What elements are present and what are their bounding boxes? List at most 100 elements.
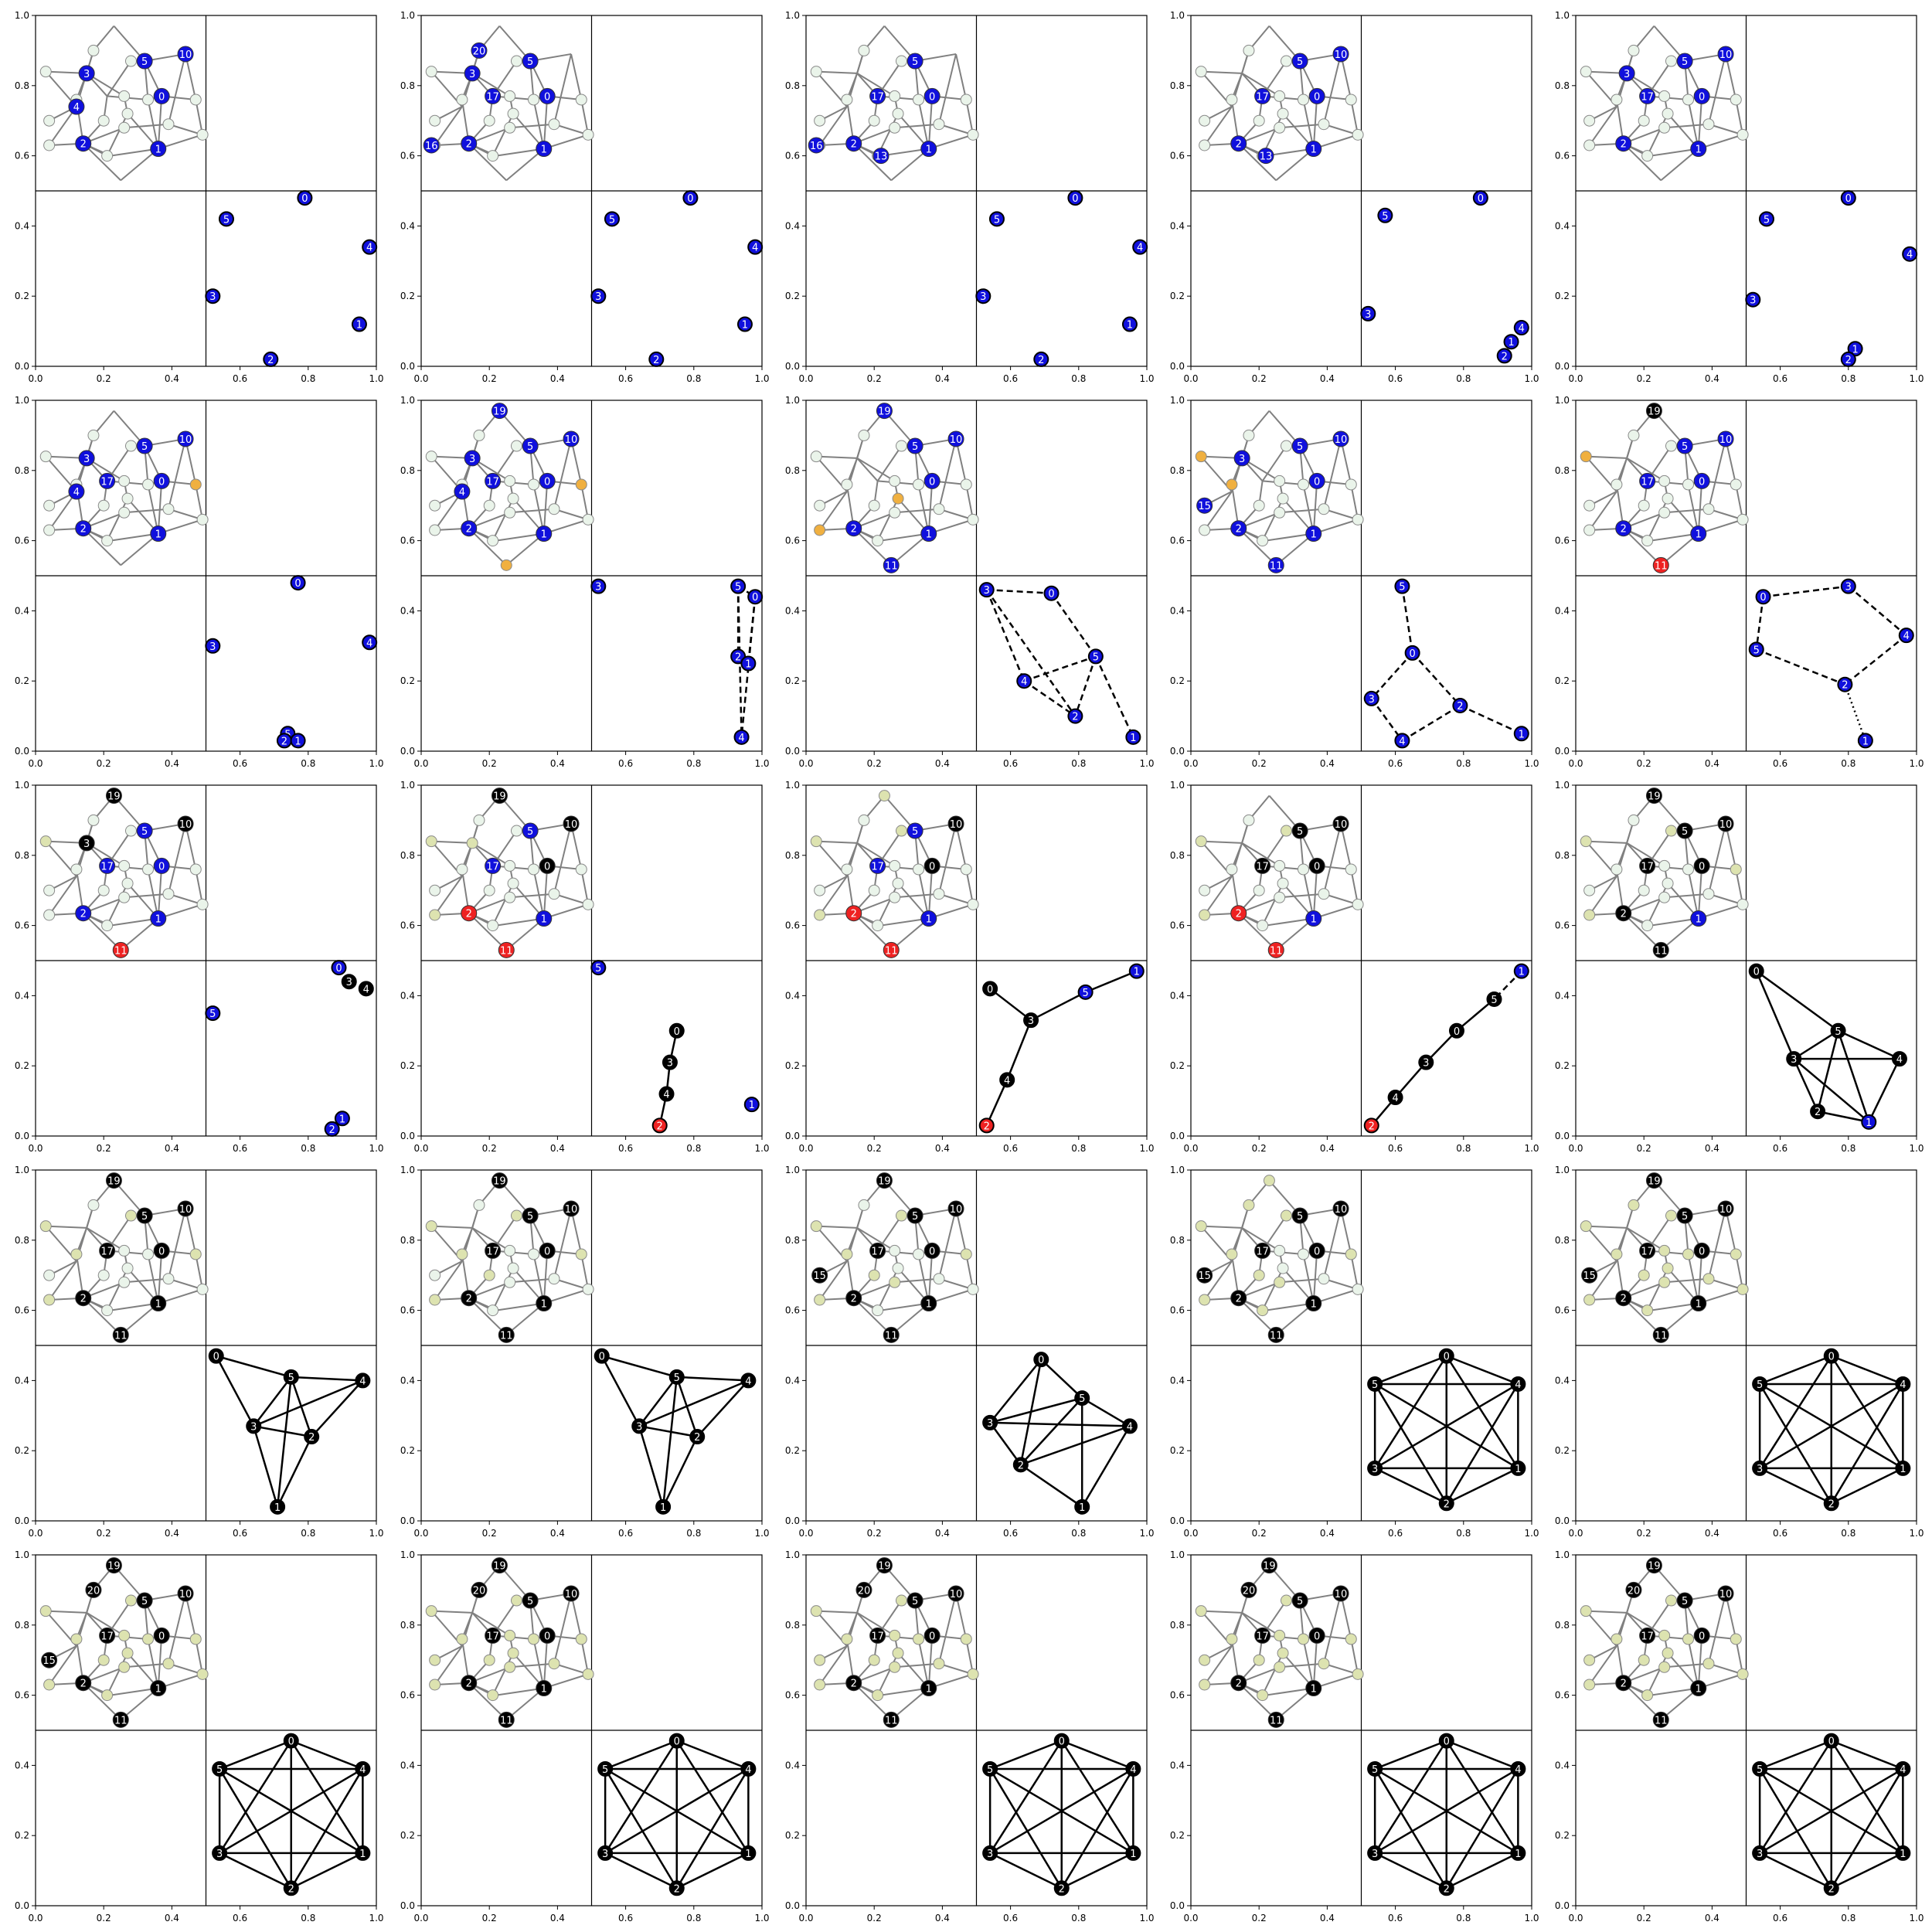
graph-edge [553, 823, 573, 894]
graph-node [1195, 1220, 1207, 1233]
labeled-node-text: 15 [813, 1270, 826, 1282]
x-tick-label: 1.0 [1524, 1528, 1539, 1539]
segment [989, 1740, 1063, 1854]
labeled-node [1615, 905, 1632, 922]
graph-edge [1238, 1682, 1277, 1721]
x-tick-label: 1.0 [1909, 758, 1923, 769]
labeled-node [811, 1267, 828, 1284]
x-tick-label: 0.4 [550, 1913, 565, 1923]
x-tick-label: 0.8 [301, 1143, 315, 1154]
graph-node [1199, 1679, 1211, 1691]
graph-node [895, 55, 907, 67]
y-tick-label: 0.2 [15, 291, 29, 301]
labeled-node-text: 5 [527, 1596, 533, 1607]
point-marker [1891, 1051, 1907, 1067]
graph-node [913, 863, 925, 876]
graph-node [500, 559, 512, 571]
graph-node [1641, 920, 1654, 932]
x-tick-label: 0.6 [1388, 373, 1403, 384]
x-tick-label: 0.0 [1568, 1528, 1583, 1539]
graph-node [814, 499, 826, 512]
labeled-node-text: 17 [1641, 476, 1654, 488]
labeled-node-text: 11 [114, 1330, 128, 1342]
x-tick-label: 0.6 [1003, 1913, 1018, 1923]
graph-edge [195, 869, 204, 905]
point-marker [604, 211, 620, 227]
labeled-node-text: 10 [1719, 1589, 1733, 1600]
y-tick-label: 0.0 [1555, 1131, 1570, 1141]
graph-node [889, 1629, 901, 1641]
graph-edge [876, 498, 899, 542]
labeled-node [1257, 148, 1274, 165]
panel-21: 0.0 0.2 0.4 0.6 0.8 1.00.00.20.40.60.81.01920… [15, 1549, 384, 1923]
labeled-node [485, 1627, 502, 1644]
labeled-node [99, 1242, 116, 1259]
segment [600, 1355, 641, 1427]
graph-node [841, 863, 853, 876]
panel-2: 0.0 0.2 0.4 0.6 0.8 1.00.00.20.40.60.81.02035… [400, 10, 770, 384]
y-tick-label: 0.4 [1555, 1760, 1570, 1770]
graph-edge [816, 840, 858, 844]
x-tick-label: 0.4 [165, 1143, 179, 1154]
graph-node [1638, 1269, 1650, 1281]
segment [291, 1376, 363, 1382]
y-tick-label: 0.2 [785, 1445, 800, 1456]
labeled-node [136, 53, 153, 70]
graph-node [810, 451, 822, 463]
labeled-node-text: 17 [100, 476, 114, 488]
labeled-node [920, 1295, 937, 1312]
graph-node [1583, 909, 1596, 921]
labeled-node [923, 1242, 940, 1259]
labeled-node-text: 11 [885, 1715, 898, 1726]
segment [1793, 1029, 1839, 1060]
point-marker [1496, 348, 1512, 364]
x-tick-label: 0.0 [798, 1143, 813, 1154]
graph-edge [553, 123, 589, 136]
labeled-node [105, 1172, 122, 1189]
graph-node [39, 1220, 52, 1233]
point-marker [740, 1372, 757, 1389]
graph-node [1345, 1248, 1357, 1260]
labeled-node-text: 19 [493, 1561, 506, 1573]
labeled-node [1615, 135, 1632, 152]
x-tick-label: 0.4 [935, 1528, 950, 1539]
x-tick-label: 0.8 [1456, 1143, 1471, 1154]
labeled-node-text: 15 [1198, 1270, 1211, 1282]
labeled-node [1717, 1200, 1734, 1217]
segment [676, 1852, 749, 1889]
graph-edge [938, 1208, 957, 1279]
y-tick-label: 1.0 [1555, 395, 1570, 406]
point-label: 4 [745, 1376, 751, 1387]
graph-edge [1623, 912, 1662, 951]
x-tick-label: 0.0 [1568, 1143, 1583, 1154]
labeled-node-text: 5 [1297, 56, 1303, 68]
graph-node [1318, 503, 1330, 515]
point-marker [205, 638, 221, 654]
graph-node [487, 1689, 499, 1702]
graph-edge [1687, 1253, 1699, 1304]
y-tick-label: 1.0 [15, 10, 29, 21]
labeled-node [485, 87, 502, 104]
labeled-node-text: 20 [473, 46, 486, 57]
graph-edge [1261, 1267, 1284, 1311]
labeled-node [869, 1627, 886, 1644]
point-label: 4 [1900, 1379, 1906, 1391]
y-tick-label: 0.0 [1170, 361, 1185, 372]
labeled-node [423, 137, 440, 154]
point-marker [1367, 1845, 1383, 1861]
graph-edge [492, 498, 514, 542]
point-label: 3 [1423, 1058, 1429, 1070]
labeled-node-text: 15 [1198, 501, 1211, 512]
labeled-node-text: 5 [141, 826, 148, 838]
point-marker [668, 1733, 685, 1749]
labeled-node-text: 20 [473, 1585, 486, 1597]
graph-edge [1708, 893, 1743, 906]
point-label: 1 [1515, 1849, 1521, 1860]
graph-edge [86, 1227, 125, 1252]
graph-edge [1588, 1645, 1617, 1685]
point-label: 4 [359, 1764, 366, 1776]
labeled-node-text: 11 [500, 1715, 513, 1726]
graph-node [1345, 1633, 1357, 1645]
graph-node [548, 118, 560, 131]
graph-node [841, 94, 853, 106]
